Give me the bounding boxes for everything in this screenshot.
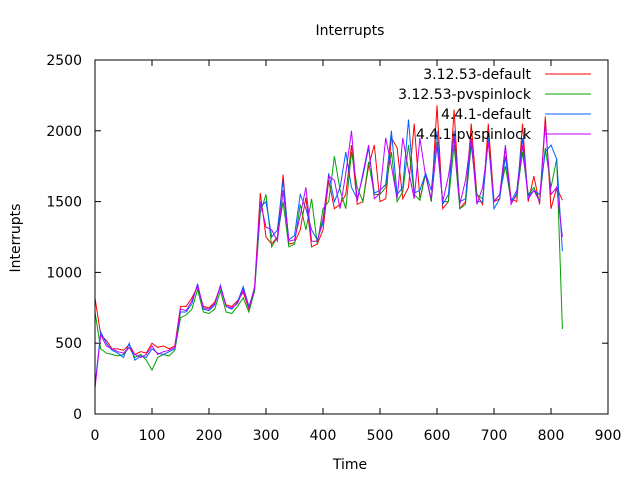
chart-title: Interrupts bbox=[316, 23, 385, 39]
x-tick-label: 500 bbox=[367, 428, 394, 444]
legend: 3.12.53-default 3.12.53-pvspinlock 4.4.1-d… bbox=[398, 67, 591, 143]
x-tick-label: 100 bbox=[139, 428, 166, 444]
series-lines bbox=[94, 105, 563, 389]
y-axis-ticks: 0 500 1000 1500 2000 2500 bbox=[46, 53, 608, 423]
y-tick-label: 500 bbox=[55, 336, 82, 352]
y-axis-label: Interrupts bbox=[8, 204, 24, 273]
x-axis-label: Time bbox=[332, 457, 367, 473]
x-tick-label: 400 bbox=[310, 428, 337, 444]
y-tick-label: 2000 bbox=[46, 124, 82, 140]
x-tick-label: 200 bbox=[196, 428, 223, 444]
x-tick-label: 800 bbox=[538, 428, 565, 444]
legend-label: 3.12.53-default bbox=[423, 67, 531, 83]
x-tick-label: 600 bbox=[424, 428, 451, 444]
legend-label: 3.12.53-pvspinlock bbox=[398, 87, 532, 103]
y-tick-label: 2500 bbox=[46, 53, 82, 69]
legend-label: 4.4.1-pvspinlock bbox=[416, 127, 532, 143]
y-tick-label: 1500 bbox=[46, 195, 82, 211]
x-tick-label: 700 bbox=[481, 428, 508, 444]
x-axis-ticks: 0 100 200 300 400 500 600 700 800 900 bbox=[91, 60, 622, 444]
y-tick-label: 1000 bbox=[46, 265, 82, 281]
x-tick-label: 300 bbox=[253, 428, 280, 444]
series-line-4.4.1-pvspinlock bbox=[94, 123, 563, 389]
y-tick-label: 0 bbox=[73, 407, 82, 423]
legend-label: 4.4.1-default bbox=[441, 107, 531, 123]
x-tick-label: 0 bbox=[91, 428, 100, 444]
plot-frame bbox=[94, 59, 609, 415]
x-tick-label: 900 bbox=[595, 428, 622, 444]
series-line-4.4.1-default bbox=[94, 119, 563, 386]
